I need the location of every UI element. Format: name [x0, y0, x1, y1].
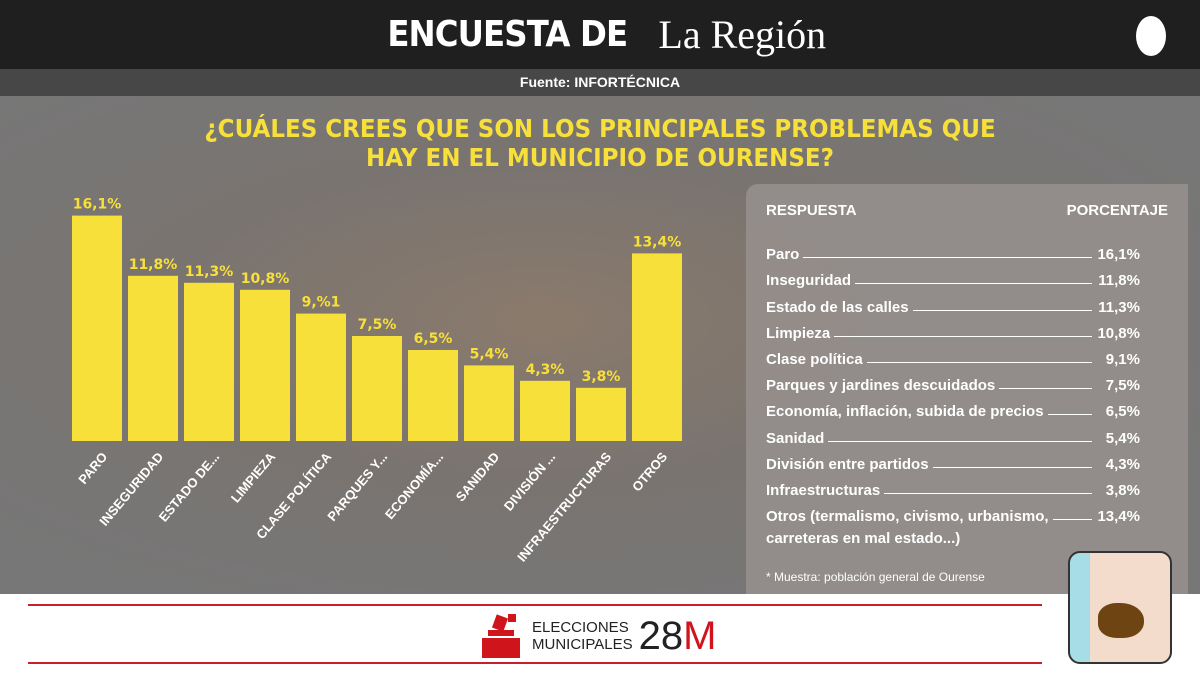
dotted-leader	[999, 388, 1092, 390]
divider	[28, 604, 1042, 606]
bar-5	[352, 336, 402, 441]
data-label: 3,8%	[582, 369, 621, 385]
divider	[28, 662, 1042, 664]
ballot-box-icon	[482, 614, 520, 658]
dotted-leader	[866, 361, 1092, 363]
table-row: Limpieza 10,8%	[766, 316, 1168, 342]
row-label: Otros (termalismo, civismo, urbanismo,	[766, 508, 1049, 526]
row-label: Clase política	[766, 350, 863, 368]
data-label: 4,3%	[526, 362, 565, 378]
header-prefix: ENCUESTA DE	[387, 14, 628, 55]
brand-logo: La Región	[658, 12, 827, 57]
row-label-cont: carreteras en mal estado...)	[766, 530, 961, 548]
category-label: PARQUES Y...	[324, 449, 390, 524]
bar-8	[520, 380, 570, 441]
row-value: 9,1%	[1105, 350, 1140, 368]
table-row: Clase política 9,1%	[766, 342, 1168, 368]
dotted-leader	[884, 492, 1092, 494]
row-value: 7,5%	[1105, 377, 1140, 395]
bar-10	[632, 253, 682, 441]
bar-3	[240, 289, 290, 441]
results-table: RESPUESTA PORCENTAJE Paro 16,1% Inseguridad…	[746, 184, 1188, 594]
row-value: 10,8%	[1097, 324, 1140, 342]
question-title: ¿CUÁLES CREES QUE SON LOS PRINCIPALES PR…	[204, 114, 996, 172]
data-label: 5,4%	[470, 346, 509, 362]
row-value: 4,3%	[1105, 455, 1140, 473]
election-date: 28	[638, 613, 684, 658]
data-label: 6,5%	[414, 331, 453, 347]
row-label: Sanidad	[766, 429, 825, 447]
apple-logo-icon	[1136, 16, 1166, 56]
category-label: LIMPIEZA	[228, 449, 279, 506]
header-porcentaje: PORCENTAJE	[1066, 202, 1168, 219]
row-label: Estado de las calles	[766, 298, 909, 316]
row-value: 11,8%	[1098, 272, 1140, 290]
dotted-leader	[803, 257, 1092, 259]
bar-0	[72, 215, 122, 441]
category-label: PARO	[75, 449, 110, 487]
table-row: Inseguridad 11,8%	[766, 263, 1168, 289]
category-label: DIVISIÓN ...	[501, 449, 558, 513]
row-label: Economía, inflación, subida de precios	[766, 403, 1044, 421]
table-row: Infraestructuras 3,8%	[766, 473, 1168, 499]
header-respuesta: RESPUESTA	[766, 202, 857, 219]
dotted-leader	[912, 309, 1092, 311]
table-row: División entre partidos 4,3%	[766, 447, 1168, 473]
table-row: Parques y jardines descuidados 7,5%	[766, 368, 1168, 394]
dotted-leader	[932, 466, 1092, 468]
row-label: Paro	[766, 246, 800, 264]
bar-4	[296, 313, 346, 441]
bar-1	[128, 275, 178, 441]
category-label: ECONOMÍA...	[382, 449, 446, 522]
header-bar: ENCUESTA DE La Región	[0, 0, 1200, 69]
row-label: División entre partidos	[766, 455, 929, 473]
table-row: Sanidad 5,4%	[766, 420, 1168, 447]
data-label: 13,4%	[633, 234, 682, 250]
dotted-leader	[834, 335, 1092, 337]
sample-note: * Muestra: población general de Ourense	[766, 570, 985, 584]
row-value: 16,1%	[1097, 246, 1140, 264]
data-label: 9,%1	[302, 295, 341, 311]
dotted-leader	[828, 440, 1092, 442]
category-label: SANIDAD	[453, 449, 503, 504]
row-label: Inseguridad	[766, 272, 852, 290]
dotted-leader	[1052, 519, 1092, 521]
bar-6	[408, 350, 458, 441]
bar-2	[184, 282, 234, 441]
category-label: OTROS	[629, 449, 670, 494]
data-label: 16,1%	[73, 197, 122, 213]
elections-badge: ELECCIONES MUNICIPALES 28M	[480, 612, 716, 660]
bar-7	[464, 365, 514, 441]
footer	[0, 594, 1200, 675]
row-value: 13,4%	[1097, 508, 1140, 526]
source: Fuente: INFORTÉCNICA	[0, 69, 1200, 96]
table-row: Otros (termalismo, civismo, urbanismo, 13…	[766, 499, 1168, 525]
dotted-leader	[1047, 414, 1092, 416]
election-month: M	[683, 613, 717, 658]
row-value: 11,3%	[1098, 298, 1140, 316]
row-label: Parques y jardines descuidados	[766, 377, 996, 395]
row-value: 6,5%	[1105, 403, 1140, 421]
data-label: 7,5%	[358, 317, 397, 333]
data-label: 11,8%	[129, 257, 178, 273]
row-label: Infraestructuras	[766, 481, 881, 499]
row-value: 5,4%	[1105, 429, 1140, 447]
table-row: Paro 16,1%	[766, 237, 1168, 263]
data-label: 10,8%	[241, 271, 290, 287]
dotted-leader	[855, 283, 1092, 285]
table-row: Estado de las calles 11,3%	[766, 289, 1168, 316]
row-label: Limpieza	[766, 324, 831, 342]
bar-9	[576, 387, 626, 441]
category-label: ESTADO DE...	[156, 449, 223, 524]
data-label: 11,3%	[185, 264, 234, 280]
row-value: 3,8%	[1105, 481, 1140, 499]
galicia-map-icon	[1068, 551, 1172, 664]
category-label: INFRAESTRUCTURAS	[514, 449, 614, 565]
elections-line1: ELECCIONES	[532, 619, 629, 636]
table-row: Economía, inflación, subida de precios 6,…	[766, 394, 1168, 420]
elections-line2: MUNICIPALES	[532, 636, 633, 653]
table-row-cont: carreteras en mal estado...)	[766, 525, 1168, 547]
